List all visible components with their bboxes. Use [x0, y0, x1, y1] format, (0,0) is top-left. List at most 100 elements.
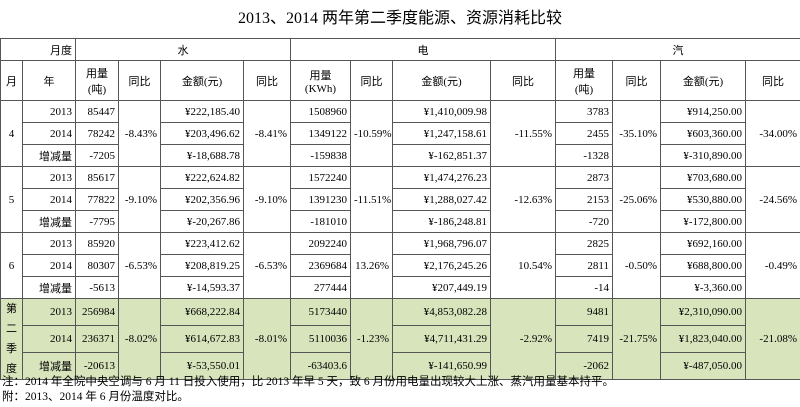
- value-cell: ¥-172,800.00: [660, 210, 746, 233]
- note: 注：2014 年全院中央空调与 6 月 11 日投入使用，比 2013 年早 5…: [2, 376, 614, 388]
- yoy-cell: -10.59%: [350, 100, 393, 167]
- header-cell: 用量 (吨): [555, 60, 613, 101]
- year-cell: 2013: [22, 298, 76, 326]
- yoy-cell: -8.02%: [118, 298, 161, 380]
- comparison-table: 月度水电汽月年用量 (吨) 同比 金额(元) 同比 用量 (KWh) 同比 金额(元) 同比用…: [0, 38, 800, 380]
- value-cell: ¥614,672.83: [160, 325, 244, 353]
- value-cell: -720: [555, 210, 613, 233]
- yoy-cell: -8.41%: [243, 100, 291, 167]
- note: 附：2013、2014 年 6 月份温度对比。: [2, 391, 189, 403]
- table-row: 月度水电汽: [0, 38, 800, 61]
- value-cell: ¥-20,267.86: [160, 210, 244, 233]
- month-cell: 6: [0, 232, 23, 299]
- value-cell: ¥207,449.19: [392, 276, 491, 299]
- value-cell: ¥2,310,090.00: [660, 298, 746, 326]
- value-cell: 1508960: [290, 100, 351, 123]
- header-cell: 月: [0, 60, 23, 101]
- value-cell: 256984: [75, 298, 119, 326]
- yoy-cell: -8.43%: [118, 100, 161, 167]
- table-row: 2014 236371 ¥614,672.83 5110036 ¥4,711,431.2…: [1, 325, 800, 353]
- table-row: 增减量 -7205 ¥-18,688.78 -159838 ¥-162,851.37 -1…: [1, 144, 800, 167]
- value-cell: ¥1,410,009.98: [392, 100, 491, 123]
- value-cell: -20613: [75, 352, 119, 380]
- value-cell: 236371: [75, 325, 119, 353]
- header-cell: 同比: [243, 60, 291, 101]
- yoy-cell: -8.01%: [243, 298, 291, 380]
- yoy-cell: -2.92%: [490, 298, 556, 380]
- value-cell: 85920: [75, 232, 119, 255]
- value-cell: 2455: [555, 122, 613, 145]
- value-cell: ¥914,250.00: [660, 100, 746, 123]
- header-cell: 同比: [350, 60, 393, 101]
- value-cell: 2873: [555, 166, 613, 189]
- yoy-cell: 13.26%: [350, 232, 393, 299]
- header-cell: 同比: [745, 60, 800, 101]
- table-row: 增减量 -7795 ¥-20,267.86 -181010 ¥-186,248.81 -7…: [1, 210, 800, 233]
- value-cell: ¥1,247,158.61: [392, 122, 491, 145]
- yoy-cell: -11.55%: [490, 100, 556, 167]
- value-cell: -159838: [290, 144, 351, 167]
- table-row: 2014 78242 ¥203,496.62 1349122 ¥1,247,158.61…: [1, 122, 800, 145]
- value-cell: 1391230: [290, 188, 351, 211]
- header-cell: 电: [290, 38, 556, 61]
- table-row: 4 2013 85447 -8.43% ¥222,185.40 -8.41% 1508960…: [0, 100, 800, 167]
- yoy-cell: -34.00%: [745, 100, 800, 167]
- header-cell: 同比: [612, 60, 661, 101]
- header-cell: 年: [22, 60, 76, 101]
- value-cell: ¥222,624.82: [160, 166, 244, 189]
- yoy-cell: -35.10%: [612, 100, 661, 167]
- header-cell: 月度: [0, 38, 76, 61]
- value-cell: ¥1,288,027.42: [392, 188, 491, 211]
- yoy-cell: 10.54%: [490, 232, 556, 299]
- yoy-cell: -6.53%: [243, 232, 291, 299]
- table-row: 月年用量 (吨) 同比 金额(元) 同比 用量 (KWh) 同比 金额(元) 同比 用量 (吨)…: [0, 60, 800, 101]
- value-cell: 2092240: [290, 232, 351, 255]
- value-cell: 77822: [75, 188, 119, 211]
- yoy-cell: -0.50%: [612, 232, 661, 299]
- yoy-cell: -0.49%: [745, 232, 800, 299]
- value-cell: ¥-18,688.78: [160, 144, 244, 167]
- header-cell: 金额(元): [392, 60, 491, 101]
- value-cell: ¥-310,890.00: [660, 144, 746, 167]
- year-cell: 2014: [22, 122, 76, 145]
- value-cell: ¥4,853,082.28: [392, 298, 491, 326]
- year-cell: 增减量: [22, 144, 76, 167]
- header-cell: 同比: [490, 60, 556, 101]
- value-cell: 3783: [555, 100, 613, 123]
- value-cell: ¥222,185.40: [160, 100, 244, 123]
- value-cell: 80307: [75, 254, 119, 277]
- value-cell: ¥530,880.00: [660, 188, 746, 211]
- yoy-cell: -25.06%: [612, 166, 661, 233]
- header-cell: 同比: [118, 60, 161, 101]
- month-cell: 第二季度: [0, 298, 23, 380]
- value-cell: 5173440: [290, 298, 351, 326]
- value-cell: 1349122: [290, 122, 351, 145]
- value-cell: -63403.6: [290, 352, 351, 380]
- header-cell: 金额(元): [160, 60, 244, 101]
- value-cell: ¥703,680.00: [660, 166, 746, 189]
- yoy-cell: -24.56%: [745, 166, 800, 233]
- year-cell: 2014: [22, 254, 76, 277]
- value-cell: ¥1,968,796.07: [392, 232, 491, 255]
- value-cell: ¥1,823,040.00: [660, 325, 746, 353]
- value-cell: -181010: [290, 210, 351, 233]
- value-cell: -7205: [75, 144, 119, 167]
- year-cell: 2013: [22, 100, 76, 123]
- month-cell: 4: [0, 100, 23, 167]
- value-cell: -5613: [75, 276, 119, 299]
- value-cell: 2153: [555, 188, 613, 211]
- yoy-cell: -1.23%: [350, 298, 393, 380]
- header-cell: 用量 (吨): [75, 60, 119, 101]
- table-row: 5 2013 85617 -9.10% ¥222,624.82 -9.10% 1572240…: [0, 166, 800, 233]
- yoy-cell: -9.10%: [118, 166, 161, 233]
- yoy-cell: -12.63%: [490, 166, 556, 233]
- value-cell: ¥-487,050.00: [660, 352, 746, 380]
- value-cell: 277444: [290, 276, 351, 299]
- yoy-cell: -21.75%: [612, 298, 661, 380]
- value-cell: 85447: [75, 100, 119, 123]
- value-cell: ¥668,222.84: [160, 298, 244, 326]
- header-cell: 金额(元): [660, 60, 746, 101]
- value-cell: 1572240: [290, 166, 351, 189]
- value-cell: ¥1,474,276.23: [392, 166, 491, 189]
